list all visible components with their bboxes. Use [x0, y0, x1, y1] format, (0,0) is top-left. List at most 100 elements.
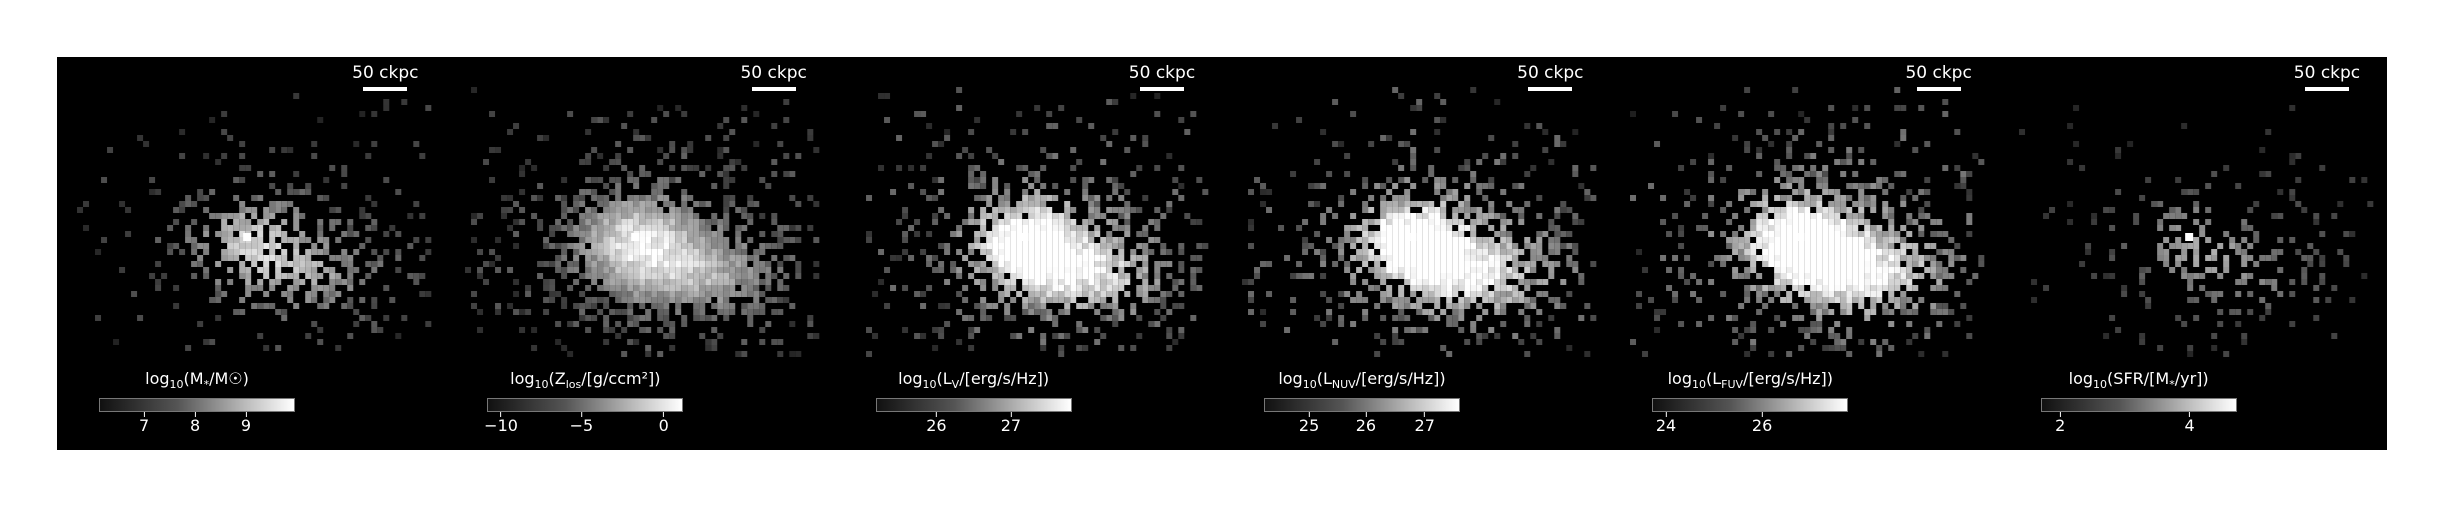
map-pixel	[1554, 261, 1561, 267]
map-pixel	[1672, 297, 1679, 303]
map-pixel	[1792, 207, 1799, 213]
map-pixel	[1045, 237, 1052, 243]
colorbar: log10(LV/[erg/s/Hz]) 26 27	[875, 369, 1072, 435]
map-pixel	[1177, 291, 1184, 297]
map-pixel	[1422, 213, 1429, 219]
map-pixel	[753, 249, 760, 255]
map-pixel	[937, 177, 944, 183]
map-pixel	[1864, 105, 1871, 111]
map-pixel	[579, 195, 586, 201]
map-pixel	[1021, 165, 1028, 171]
map-pixel	[1380, 231, 1387, 237]
map-pixel	[1858, 267, 1865, 273]
map-pixel	[585, 255, 592, 261]
map-pixel	[1440, 213, 1447, 219]
map-pixel	[687, 195, 694, 201]
map-pixel	[1792, 279, 1799, 285]
map-pixel	[597, 117, 604, 123]
map-pixel	[1374, 261, 1381, 267]
scale-bar-line	[1916, 87, 1961, 91]
map-pixel	[621, 255, 628, 261]
map-pixel	[113, 339, 120, 345]
map-pixel	[1171, 279, 1178, 285]
map-pixel	[1009, 237, 1016, 243]
map-pixel	[1780, 261, 1787, 267]
map-pixel	[239, 231, 246, 237]
map-pixel	[251, 207, 258, 213]
map-pixel	[1087, 243, 1094, 249]
map-pixel	[681, 285, 688, 291]
map-pixel	[221, 225, 228, 231]
map-pixel	[1386, 177, 1393, 183]
map-pixel	[741, 267, 748, 273]
map-pixel	[615, 225, 622, 231]
map-pixel	[1440, 261, 1447, 267]
map-pixel	[1416, 267, 1423, 273]
map-pixel	[711, 303, 718, 309]
map-pixel	[1087, 219, 1094, 225]
map-pixel	[1045, 291, 1052, 297]
colorbar-ticks: 24 26	[1652, 412, 1848, 435]
map-pixel	[1392, 219, 1399, 225]
map-pixel	[2108, 255, 2115, 261]
map-pixel	[1260, 183, 1267, 189]
map-pixel	[639, 195, 646, 201]
map-pixel	[1153, 219, 1160, 225]
map-pixel	[1900, 255, 1907, 261]
map-pixel	[531, 165, 538, 171]
map-pixel	[1452, 273, 1459, 279]
map-pixel	[597, 297, 604, 303]
map-pixel	[795, 273, 802, 279]
map-pixel	[1458, 243, 1465, 249]
map-pixel	[1774, 249, 1781, 255]
map-pixel	[317, 225, 324, 231]
map-pixel	[233, 309, 240, 315]
map-pixel	[1003, 243, 1010, 249]
map-pixel	[1876, 255, 1883, 261]
map-pixel	[293, 171, 300, 177]
map-pixel	[1326, 237, 1333, 243]
map-pixel	[573, 201, 580, 207]
map-pixel	[1111, 261, 1118, 267]
map-pixel	[1117, 261, 1124, 267]
map-pixel	[729, 129, 736, 135]
map-pixel	[1888, 255, 1895, 261]
map-pixel	[2360, 177, 2367, 183]
map-pixel	[609, 285, 616, 291]
map-pixel	[1482, 273, 1489, 279]
map-pixel	[1266, 291, 1273, 297]
map-pixel	[1063, 243, 1070, 249]
map-pixel	[2102, 273, 2109, 279]
map-pixel	[227, 237, 234, 243]
map-pixel	[1344, 267, 1351, 273]
map-pixel	[723, 243, 730, 249]
map-pixel	[513, 291, 520, 297]
map-pixel	[1834, 339, 1841, 345]
map-pixel	[591, 213, 598, 219]
map-pixel	[633, 285, 640, 291]
map-pixel	[723, 249, 730, 255]
map-pixel	[1768, 111, 1775, 117]
map-pixel	[1033, 291, 1040, 297]
map-pixel	[1069, 177, 1076, 183]
map-pixel	[1039, 315, 1046, 321]
map-pixel	[233, 255, 240, 261]
map-pixel	[1488, 177, 1495, 183]
map-pixel	[991, 273, 998, 279]
map-pixel	[789, 225, 796, 231]
map-pixel	[1428, 213, 1435, 219]
map-pixel	[1554, 213, 1561, 219]
map-pixel	[1930, 219, 1937, 225]
map-pixel	[1045, 213, 1052, 219]
map-pixel	[1051, 285, 1058, 291]
map-pixel	[663, 273, 670, 279]
map-pixel	[1864, 249, 1871, 255]
map-pixel	[985, 255, 992, 261]
map-pixel	[1117, 279, 1124, 285]
map-pixel	[1768, 351, 1775, 357]
map-pixel	[347, 267, 354, 273]
map-pixel	[1087, 207, 1094, 213]
map-pixel	[1446, 255, 1453, 261]
map-pixel	[1726, 243, 1733, 249]
map-pixel	[675, 309, 682, 315]
